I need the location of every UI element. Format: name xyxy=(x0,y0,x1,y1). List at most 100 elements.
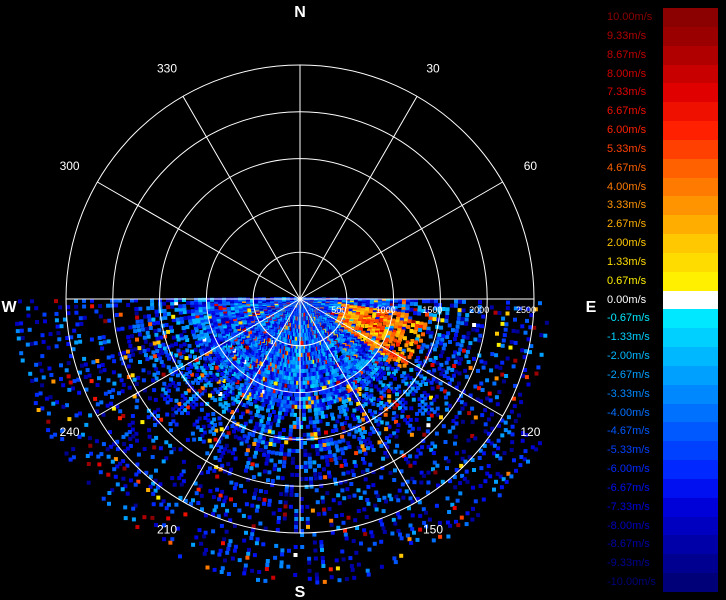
velocity-cell xyxy=(213,423,217,427)
velocity-cell xyxy=(318,443,323,448)
velocity-cell xyxy=(464,469,469,474)
velocity-cell xyxy=(304,368,309,373)
velocity-cell xyxy=(145,330,150,335)
velocity-cell xyxy=(145,357,150,362)
velocity-cell xyxy=(187,343,192,348)
velocity-cell xyxy=(193,355,197,360)
velocity-cell xyxy=(118,298,122,303)
velocity-cell xyxy=(513,383,518,388)
velocity-cell xyxy=(168,443,173,448)
velocity-cell xyxy=(385,366,390,371)
velocity-cell xyxy=(218,306,223,311)
velocity-cell xyxy=(397,389,402,394)
velocity-cell xyxy=(150,298,154,303)
velocity-cell xyxy=(247,444,252,449)
velocity-cell xyxy=(394,414,399,419)
velocity-cell xyxy=(160,393,165,398)
velocity-cell xyxy=(355,374,360,379)
velocity-cell xyxy=(282,383,287,388)
velocity-cell xyxy=(382,376,387,381)
velocity-cell xyxy=(78,316,83,321)
velocity-cell xyxy=(253,438,258,443)
velocity-cell xyxy=(204,366,209,370)
velocity-cell xyxy=(279,378,284,383)
velocity-cell xyxy=(394,419,398,424)
velocity-cell xyxy=(182,304,187,309)
velocity-cell xyxy=(315,419,320,424)
velocity-cell xyxy=(218,323,223,328)
velocity-cell xyxy=(130,334,135,339)
velocity-cell xyxy=(54,344,59,349)
velocity-cell xyxy=(485,471,490,476)
velocity-cell xyxy=(153,488,158,493)
velocity-cell xyxy=(353,463,358,468)
velocity-cell xyxy=(107,501,111,506)
velocity-cell xyxy=(217,333,222,338)
velocity-cell xyxy=(359,341,364,346)
velocity-cell xyxy=(466,360,471,364)
velocity-cell xyxy=(170,343,175,348)
velocity-cell xyxy=(151,481,156,486)
velocity-cell xyxy=(77,334,82,338)
velocity-cell xyxy=(485,396,490,401)
velocity-cell xyxy=(198,300,203,305)
velocity-cell xyxy=(260,427,265,432)
velocity-cell xyxy=(265,378,269,383)
velocity-cell xyxy=(346,515,351,520)
velocity-cell xyxy=(137,328,141,333)
velocity-cell xyxy=(394,361,399,366)
velocity-cell xyxy=(161,363,166,368)
velocity-cell xyxy=(247,392,252,397)
velocity-cell xyxy=(428,319,432,324)
velocity-cell xyxy=(245,395,250,400)
velocity-cell xyxy=(325,491,330,496)
velocity-cell xyxy=(403,406,408,411)
velocity-cell xyxy=(121,434,126,439)
velocity-cell xyxy=(528,350,532,355)
velocity-cell xyxy=(307,568,312,573)
velocity-cell xyxy=(219,327,224,332)
velocity-cell xyxy=(303,384,308,389)
velocity-cell xyxy=(431,377,436,382)
velocity-cell xyxy=(418,527,423,532)
velocity-cell xyxy=(436,336,441,341)
velocity-cell xyxy=(404,313,409,317)
velocity-cell xyxy=(320,410,325,415)
velocity-cell xyxy=(65,336,70,340)
velocity-cell xyxy=(203,416,208,420)
velocity-cell xyxy=(185,325,190,330)
velocity-cell xyxy=(268,413,272,418)
velocity-cell xyxy=(361,435,365,440)
velocity-cell xyxy=(284,388,289,392)
velocity-cell xyxy=(177,351,182,356)
velocity-cell xyxy=(217,321,222,326)
azimuth-label: 210 xyxy=(157,522,177,536)
velocity-cell xyxy=(395,403,400,408)
velocity-cell xyxy=(327,470,331,475)
velocity-cell xyxy=(211,412,216,416)
velocity-cell xyxy=(156,320,160,325)
velocity-cell xyxy=(89,451,93,456)
velocity-cell xyxy=(46,345,51,350)
velocity-cell xyxy=(122,350,126,355)
velocity-cell xyxy=(295,465,300,469)
velocity-cell xyxy=(166,329,170,334)
velocity-cell xyxy=(174,410,179,415)
velocity-cell xyxy=(422,432,427,437)
legend-entry: 6.67m/s xyxy=(606,102,718,122)
velocity-cell xyxy=(453,359,458,364)
velocity-cell xyxy=(346,384,351,389)
velocity-cell xyxy=(487,391,492,396)
velocity-cell xyxy=(271,410,276,414)
velocity-cell xyxy=(512,404,517,409)
velocity-cell xyxy=(256,379,261,384)
velocity-cell xyxy=(276,402,281,407)
velocity-cell xyxy=(299,445,304,449)
velocity-cell xyxy=(395,319,400,324)
velocity-cell xyxy=(272,385,277,390)
legend-swatch xyxy=(663,8,718,28)
velocity-cell xyxy=(206,309,211,314)
velocity-cell xyxy=(196,368,201,373)
velocity-cell xyxy=(293,340,298,345)
velocity-cell xyxy=(246,477,251,482)
